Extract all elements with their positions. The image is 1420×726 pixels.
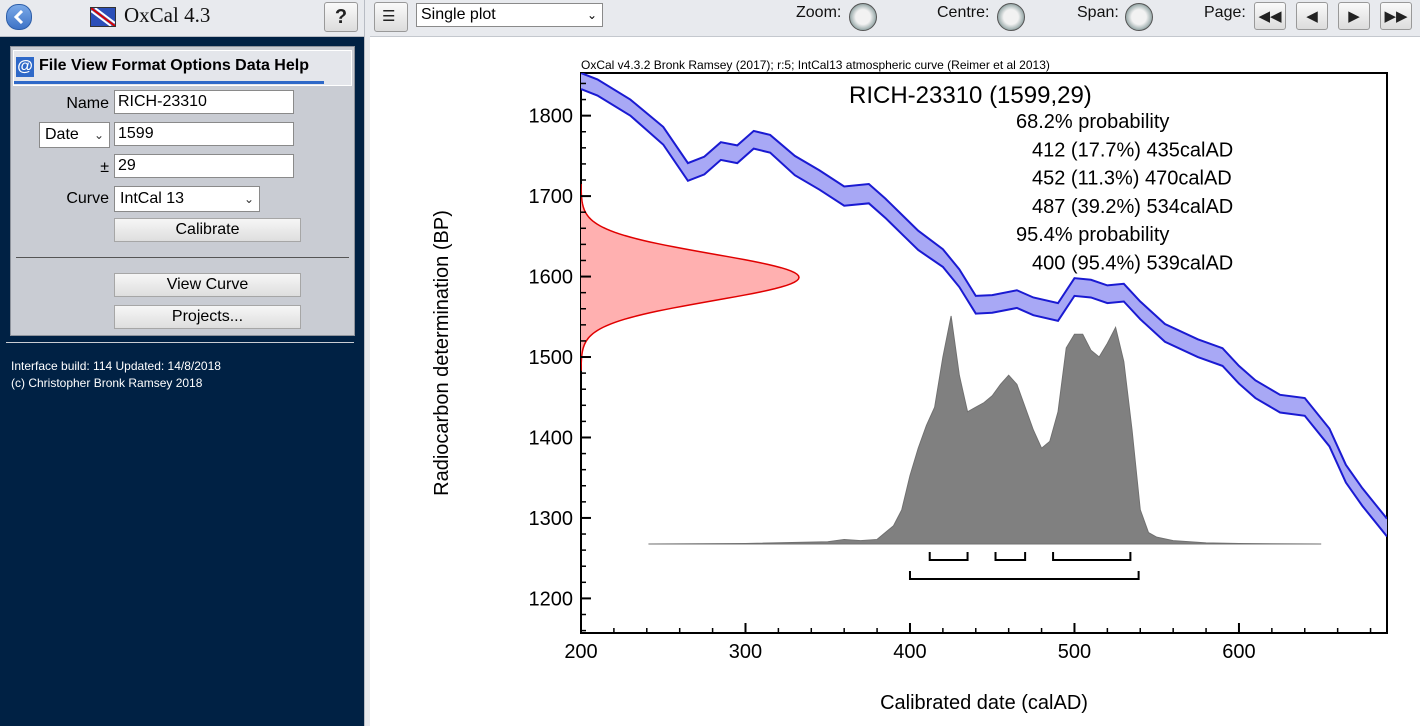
range-68-bracket xyxy=(928,552,969,561)
plot-type-select[interactable]: Single plot ⌄ xyxy=(416,3,603,27)
y-tick-label: 1800 xyxy=(529,106,574,128)
x-axis-label: Calibrated date (calAD) xyxy=(880,692,1088,714)
view-curve-button[interactable]: View Curve xyxy=(114,273,301,297)
y-tick-label: 1500 xyxy=(529,347,574,369)
y-tick-label: 1200 xyxy=(529,588,574,610)
plus-minus-label: ± xyxy=(100,159,109,176)
fast-forward-icon: ▶▶ xyxy=(1384,8,1408,25)
curve-lower-line xyxy=(581,88,1387,538)
calibration-curve xyxy=(581,73,1387,538)
back-button[interactable] xyxy=(6,4,32,30)
x-tick-label: 200 xyxy=(564,641,597,663)
annotation-line: 412 (17.7%) 435calAD xyxy=(1032,139,1233,161)
y-tick-label: 1700 xyxy=(529,186,574,208)
curve-label: Curve xyxy=(66,190,109,207)
zoom-label: Zoom: xyxy=(796,4,842,21)
sample-title: RICH-23310 (1599,29) xyxy=(849,82,1092,109)
x-tick-label: 600 xyxy=(1222,641,1255,663)
span-control-icon[interactable] xyxy=(1125,3,1153,31)
at-icon[interactable]: @ xyxy=(16,57,34,77)
calibrated-distribution xyxy=(648,315,1322,545)
projects-button[interactable]: Projects... xyxy=(114,305,301,329)
annotation-line: 68.2% probability xyxy=(1016,111,1169,133)
error-input[interactable]: 29 xyxy=(114,154,294,178)
chevron-down-icon: ⌄ xyxy=(93,128,104,142)
chevron-down-icon: ⌄ xyxy=(586,8,597,22)
annotation-line: 487 (39.2%) 534calAD xyxy=(1032,196,1233,218)
help-button[interactable]: ? xyxy=(324,2,358,32)
name-input[interactable]: RICH-23310 xyxy=(114,90,294,114)
menu-items[interactable]: File View Format Options Data Help xyxy=(39,57,309,74)
first-page-button[interactable]: ◀◀ xyxy=(1254,2,1286,30)
zoom-control-icon[interactable] xyxy=(849,3,877,31)
curve-select[interactable]: IntCal 13 ⌄ xyxy=(114,186,260,212)
copyright-info: (c) Christopher Bronk Ramsey 2018 xyxy=(11,376,203,390)
x-tick-label: 500 xyxy=(1058,641,1091,663)
date-entry-panel: @ File View Format Options Data Help Nam… xyxy=(10,46,355,336)
annotation-line: 400 (95.4%) 539calAD xyxy=(1032,253,1233,275)
divider xyxy=(16,257,349,258)
next-page-button[interactable]: ▶ xyxy=(1338,2,1370,30)
plot-credit: OxCal v4.3.2 Bronk Ramsey (2017); r:5; I… xyxy=(581,58,1050,72)
name-label: Name xyxy=(66,95,109,112)
menu-bar: @ File View Format Options Data Help xyxy=(13,50,352,86)
date-input[interactable]: 1599 xyxy=(114,122,294,146)
plot-toolbar: ☰ Single plot ⌄ Zoom: Centre: Span: Page… xyxy=(370,0,1420,37)
annotation-line: 95.4% probability xyxy=(1016,224,1169,246)
app-title: OxCal 4.3 xyxy=(124,3,211,27)
left-panel: OxCal 4.3 ? @ File View Format Options D… xyxy=(0,0,364,726)
radiocarbon-outline xyxy=(581,184,800,371)
chevron-down-icon: ⌄ xyxy=(243,192,254,206)
radiocarbon-fill xyxy=(581,184,799,371)
x-tick-label: 300 xyxy=(729,641,762,663)
y-axis-label: Radiocarbon determination (BP) xyxy=(431,210,453,496)
span-label: Span: xyxy=(1077,4,1119,21)
date-type-select[interactable]: Date ⌄ xyxy=(39,122,110,148)
curve-upper-line xyxy=(581,73,1387,520)
app-header: OxCal 4.3 ? xyxy=(0,0,364,37)
range-68-bracket xyxy=(1052,552,1132,561)
centre-control-icon[interactable] xyxy=(997,3,1025,31)
play-left-icon: ◀ xyxy=(1306,8,1318,25)
posterior-area xyxy=(648,315,1322,545)
date-type-value: Date xyxy=(45,126,79,143)
calibration-plot: OxCal v4.3.2 Bronk Ramsey (2017); r:5; I… xyxy=(431,58,1388,714)
list-icon: ☰ xyxy=(382,8,396,25)
curve-value: IntCal 13 xyxy=(120,190,185,207)
plot-type-value: Single plot xyxy=(421,6,496,23)
previous-page-button[interactable]: ◀ xyxy=(1296,2,1328,30)
probability-ranges xyxy=(908,552,1140,580)
play-right-icon: ▶ xyxy=(1348,8,1360,25)
build-info: Interface build: 114 Updated: 14/8/2018 xyxy=(11,359,221,373)
calibrate-button[interactable]: Calibrate xyxy=(114,218,301,242)
separator xyxy=(6,342,354,343)
y-tick-label: 1400 xyxy=(529,427,574,449)
curve-band xyxy=(581,73,1387,537)
y-tick-label: 1300 xyxy=(529,508,574,530)
menu-underline xyxy=(14,81,324,84)
list-view-button[interactable]: ☰ xyxy=(374,2,408,32)
annotation-line: 452 (11.3%) 470calAD xyxy=(1032,168,1232,190)
page-label: Page: xyxy=(1204,4,1246,21)
range-95-bracket xyxy=(908,571,1140,580)
axes: 200 300 400 500 600 1200 1300 1400 1500 1600 1700 1… xyxy=(529,82,1372,663)
y-tick-label: 1600 xyxy=(529,267,574,289)
rewind-icon: ◀◀ xyxy=(1258,8,1282,25)
panel-splitter[interactable] xyxy=(364,0,370,726)
last-page-button[interactable]: ▶▶ xyxy=(1380,2,1412,30)
probability-annotations: 68.2% probability 412 (17.7%) 435calAD 452… xyxy=(1016,111,1233,275)
oxcal-logo-icon xyxy=(90,7,116,27)
range-68-bracket xyxy=(994,552,1027,561)
centre-label: Centre: xyxy=(937,4,990,21)
x-tick-label: 400 xyxy=(893,641,926,663)
radiocarbon-distribution xyxy=(581,184,800,371)
chevron-left-icon xyxy=(13,10,24,24)
